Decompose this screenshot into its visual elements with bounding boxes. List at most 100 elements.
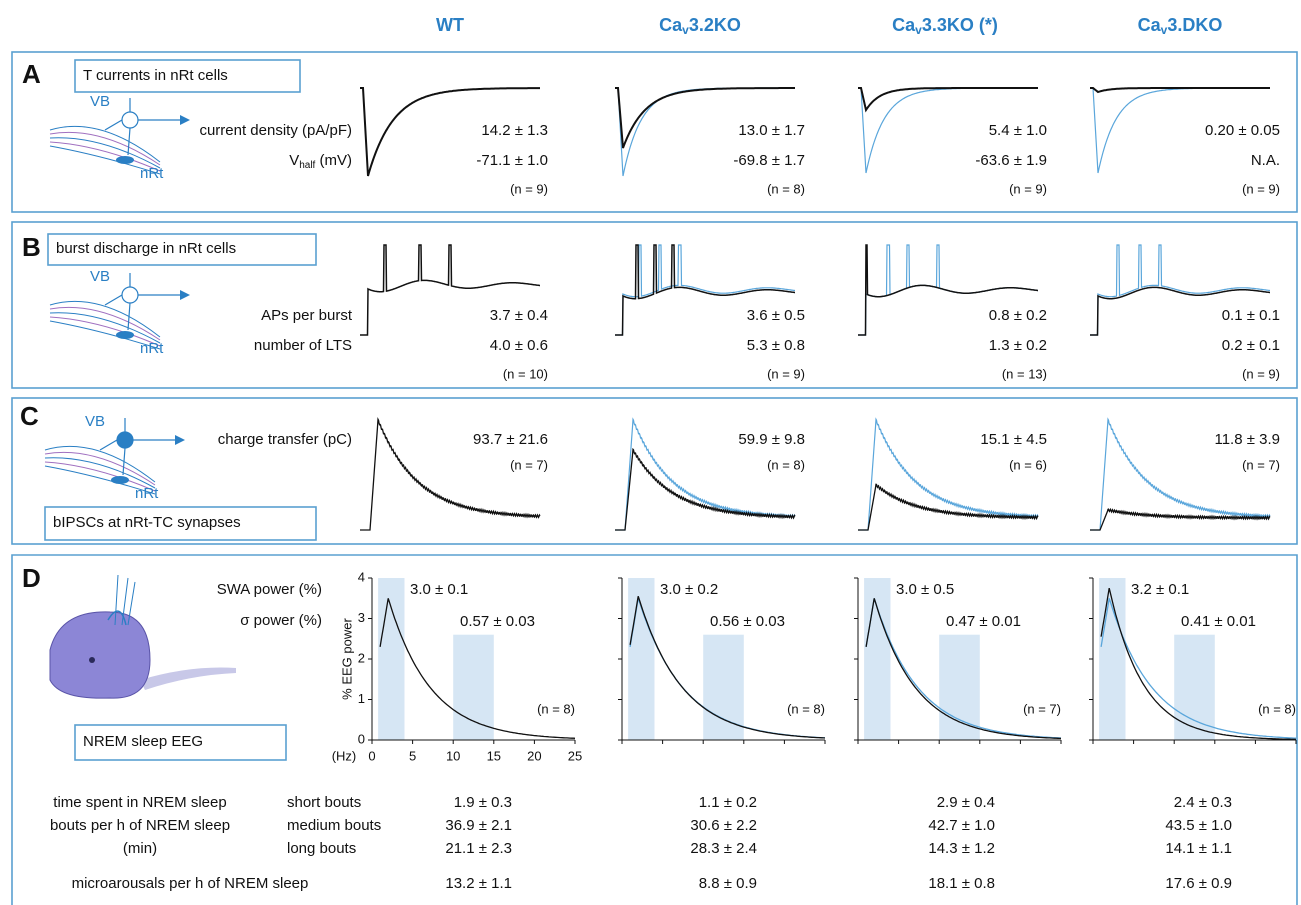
header-rest: 3.3KO (*) bbox=[922, 15, 998, 35]
trace bbox=[615, 244, 795, 336]
header-base: Ca bbox=[892, 15, 916, 35]
row-value: 5.4 ± 1.0 bbox=[989, 122, 1047, 139]
panel-title: T currents in nRt cells bbox=[83, 67, 228, 84]
axon bbox=[104, 98, 180, 156]
trace bbox=[1100, 587, 1297, 741]
row-value: N.A. bbox=[1251, 152, 1280, 169]
fiber bbox=[49, 131, 161, 166]
label-text: σ power (%) bbox=[240, 612, 322, 629]
header-rest: 3.2KO bbox=[689, 15, 741, 35]
sigma-value: 0.47 ± 0.01 bbox=[946, 613, 1021, 630]
sigma-band bbox=[453, 634, 494, 740]
title-box bbox=[74, 59, 301, 93]
mouse-eye bbox=[89, 657, 95, 663]
n-label: (n = 10) bbox=[503, 366, 548, 381]
header-sub: v bbox=[1161, 23, 1168, 37]
panel-frame bbox=[11, 554, 1298, 905]
diagram-label: VB bbox=[90, 268, 110, 285]
fiber bbox=[49, 141, 161, 172]
table-value: 36.9 ± 2.1 bbox=[445, 817, 512, 834]
row-label: SWA power (%) bbox=[217, 581, 322, 598]
fiber bbox=[49, 300, 161, 338]
header-base: Ca bbox=[659, 15, 683, 35]
panel-letter: D bbox=[22, 563, 41, 593]
swa-value: 3.2 ± 0.1 bbox=[1131, 581, 1189, 598]
header-base: Ca bbox=[1138, 15, 1162, 35]
row-value: 4.0 ± 0.6 bbox=[490, 337, 548, 354]
trace bbox=[360, 417, 541, 531]
trace bbox=[858, 87, 1038, 113]
trace bbox=[1090, 244, 1270, 336]
swa-value: 3.0 ± 0.5 bbox=[896, 581, 954, 598]
sigma-value: 0.57 ± 0.03 bbox=[460, 613, 535, 630]
column-header: Cav3.3KO (*) bbox=[892, 15, 998, 37]
row-label: number of LTS bbox=[254, 337, 352, 354]
x-tick-label: 20 bbox=[527, 748, 541, 763]
y-tick-label: 1 bbox=[358, 691, 365, 706]
table-value: 28.3 ± 2.4 bbox=[690, 840, 757, 857]
title-box bbox=[44, 506, 317, 541]
fiber bbox=[49, 306, 161, 341]
table-value: 2.4 ± 0.3 bbox=[1174, 794, 1232, 811]
table-value: 21.1 ± 2.3 bbox=[445, 840, 512, 857]
row-value: 13.0 ± 1.7 bbox=[738, 122, 805, 139]
circuit-diagram bbox=[49, 273, 190, 350]
column-header: WT bbox=[436, 15, 464, 35]
n-label: (n = 9) bbox=[510, 181, 548, 196]
trace bbox=[360, 87, 540, 177]
n-label: (n = 8) bbox=[1258, 701, 1296, 716]
label-main: V bbox=[289, 152, 299, 169]
circuit-diagram bbox=[44, 418, 185, 495]
panel-title: burst discharge in nRt cells bbox=[56, 240, 236, 257]
n-label: (n = 6) bbox=[1009, 457, 1047, 472]
table-value: 14.3 ± 1.2 bbox=[928, 840, 995, 857]
fiber bbox=[49, 125, 161, 163]
table-left-label: bouts per h of NREM sleep bbox=[50, 817, 230, 834]
row-label: APs per burst bbox=[261, 307, 353, 324]
table-value: 1.1 ± 0.2 bbox=[699, 794, 757, 811]
circuit-diagram bbox=[49, 98, 190, 175]
y-tick-label: 2 bbox=[358, 650, 365, 665]
y-tick-label: 4 bbox=[358, 569, 365, 584]
trace bbox=[360, 244, 540, 336]
fiber bbox=[44, 457, 156, 489]
trace bbox=[1090, 87, 1270, 94]
y-axis-label: % EEG power bbox=[339, 618, 354, 700]
sigma-band bbox=[939, 634, 980, 740]
row-value: 3.6 ± 0.5 bbox=[747, 307, 805, 324]
sigma-value: 0.56 ± 0.03 bbox=[710, 613, 785, 630]
panel-frame bbox=[11, 397, 1298, 545]
arrowhead bbox=[180, 115, 190, 125]
table-row-label: long bouts bbox=[287, 840, 356, 857]
label-text: SWA power (%) bbox=[217, 581, 322, 598]
y-tick-label: 0 bbox=[358, 731, 365, 746]
swa-value: 3.0 ± 0.1 bbox=[410, 581, 468, 598]
sigma-band bbox=[703, 634, 744, 740]
row-value: -71.1 ± 1.0 bbox=[476, 152, 548, 169]
x-tick-label: 0 bbox=[368, 748, 375, 763]
header-sub: v bbox=[915, 23, 922, 37]
row-value: 59.9 ± 9.8 bbox=[738, 431, 805, 448]
row-value: 0.2 ± 0.1 bbox=[1222, 337, 1280, 354]
header-rest: 3.DKO bbox=[1167, 15, 1222, 35]
axon bbox=[104, 273, 180, 331]
panel-frames bbox=[11, 51, 1298, 905]
trace bbox=[615, 87, 795, 149]
column-header: Cav3.2KO bbox=[659, 15, 741, 37]
sigma-value: 0.41 ± 0.01 bbox=[1181, 613, 1256, 630]
title-box bbox=[74, 724, 287, 761]
n-label: (n = 13) bbox=[1002, 366, 1047, 381]
n-label: (n = 7) bbox=[1242, 457, 1280, 472]
trace bbox=[629, 596, 826, 739]
row-value: 0.20 ± 0.05 bbox=[1205, 122, 1280, 139]
diagram-label: VB bbox=[90, 93, 110, 110]
panel-letter: C bbox=[20, 401, 39, 431]
label-rest: (mV) bbox=[315, 152, 352, 169]
trace bbox=[858, 417, 1039, 531]
row-label: current density (pA/pF) bbox=[199, 122, 352, 139]
header-text: WT bbox=[436, 15, 464, 35]
fiber bbox=[49, 316, 161, 347]
header-sub: v bbox=[682, 23, 689, 37]
panel-title: bIPSCs at nRt-TC synapses bbox=[53, 514, 241, 531]
